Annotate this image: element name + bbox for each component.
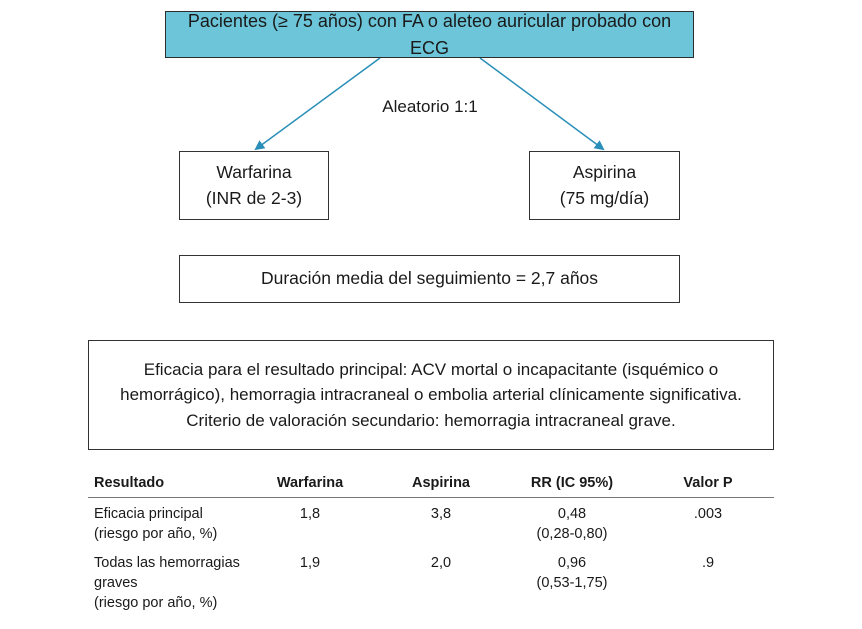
rr-cell: 0,48 (0,28-0,80) [502,498,642,547]
table-row: Todas las hemorragias graves (riesgo por… [88,547,774,616]
warfarina-arm-box: Warfarina (INR de 2-3) [179,151,329,220]
population-box: Pacientes (≥ 75 años) con FA o aleteo au… [165,11,694,58]
table-row: Eficacia principal (riesgo por año, %) 1… [88,498,774,547]
aspirina-arm-dose: (75 mg/día) [559,187,650,208]
arrow-to-warfarina [254,57,381,151]
header-aspirina: Aspirina [380,470,502,498]
warfarina-arm-name: Warfarina [216,162,292,183]
outcomes-box: Eficacia para el resultado principal: AC… [88,340,774,450]
header-resultado: Resultado [88,470,240,498]
p-value: .9 [701,554,715,571]
aspirina-arm-name: Aspirina [572,162,637,183]
results-table: Resultado Warfarina Aspirina RR (IC 95%)… [88,470,774,615]
warfarina-arm-dose: (INR de 2-3) [205,187,303,208]
outcomes-line-1: Eficacia para el resultado principal: AC… [143,359,719,379]
followup-text: Duración media del seguimiento = 2,7 año… [260,268,599,289]
arrow-to-aspirina [479,57,605,151]
header-warfarina: Warfarina [240,470,380,498]
aspirina-value: 2,0 [430,554,452,571]
outcome-name-cont: graves [94,574,138,591]
aspirina-value: 3,8 [430,506,452,522]
ci-value: (0,53-1,75) [536,574,608,591]
outcomes-line-3: Criterio de valoración secundario: hemor… [186,410,676,430]
outcome-name: Eficacia principal [94,506,203,522]
rr-cell: 0,96 (0,53-1,75) [502,547,642,616]
outcome-name: Todas las hemorragias [94,554,240,571]
ci-value: (0,28-0,80) [536,526,608,543]
rr-value: 0,96 [557,554,587,571]
followup-box: Duración media del seguimiento = 2,7 año… [179,255,680,303]
aspirina-arm-box: Aspirina (75 mg/día) [529,151,680,220]
outcome-unit: (riesgo por año, %) [94,526,218,543]
outcome-cell: Eficacia principal (riesgo por año, %) [88,498,240,547]
rr-value: 0,48 [557,506,587,522]
outcome-unit: (riesgo por año, %) [94,595,218,612]
table-header-row: Resultado Warfarina Aspirina RR (IC 95%)… [88,470,774,498]
header-rr: RR (IC 95%) [502,470,642,498]
header-valor-p: Valor P [642,470,774,498]
outcomes-line-2: hemorrágico), hemorragia intracraneal o … [120,385,742,405]
warfarina-value: 1,9 [299,554,321,571]
population-text: Pacientes (≥ 75 años) con FA o aleteo au… [187,11,672,58]
outcome-cell: Todas las hemorragias graves (riesgo por… [88,547,240,616]
warfarina-value: 1,8 [299,506,321,522]
randomization-label: Aleatorio 1:1 [382,97,478,116]
p-value: .003 [693,506,723,522]
